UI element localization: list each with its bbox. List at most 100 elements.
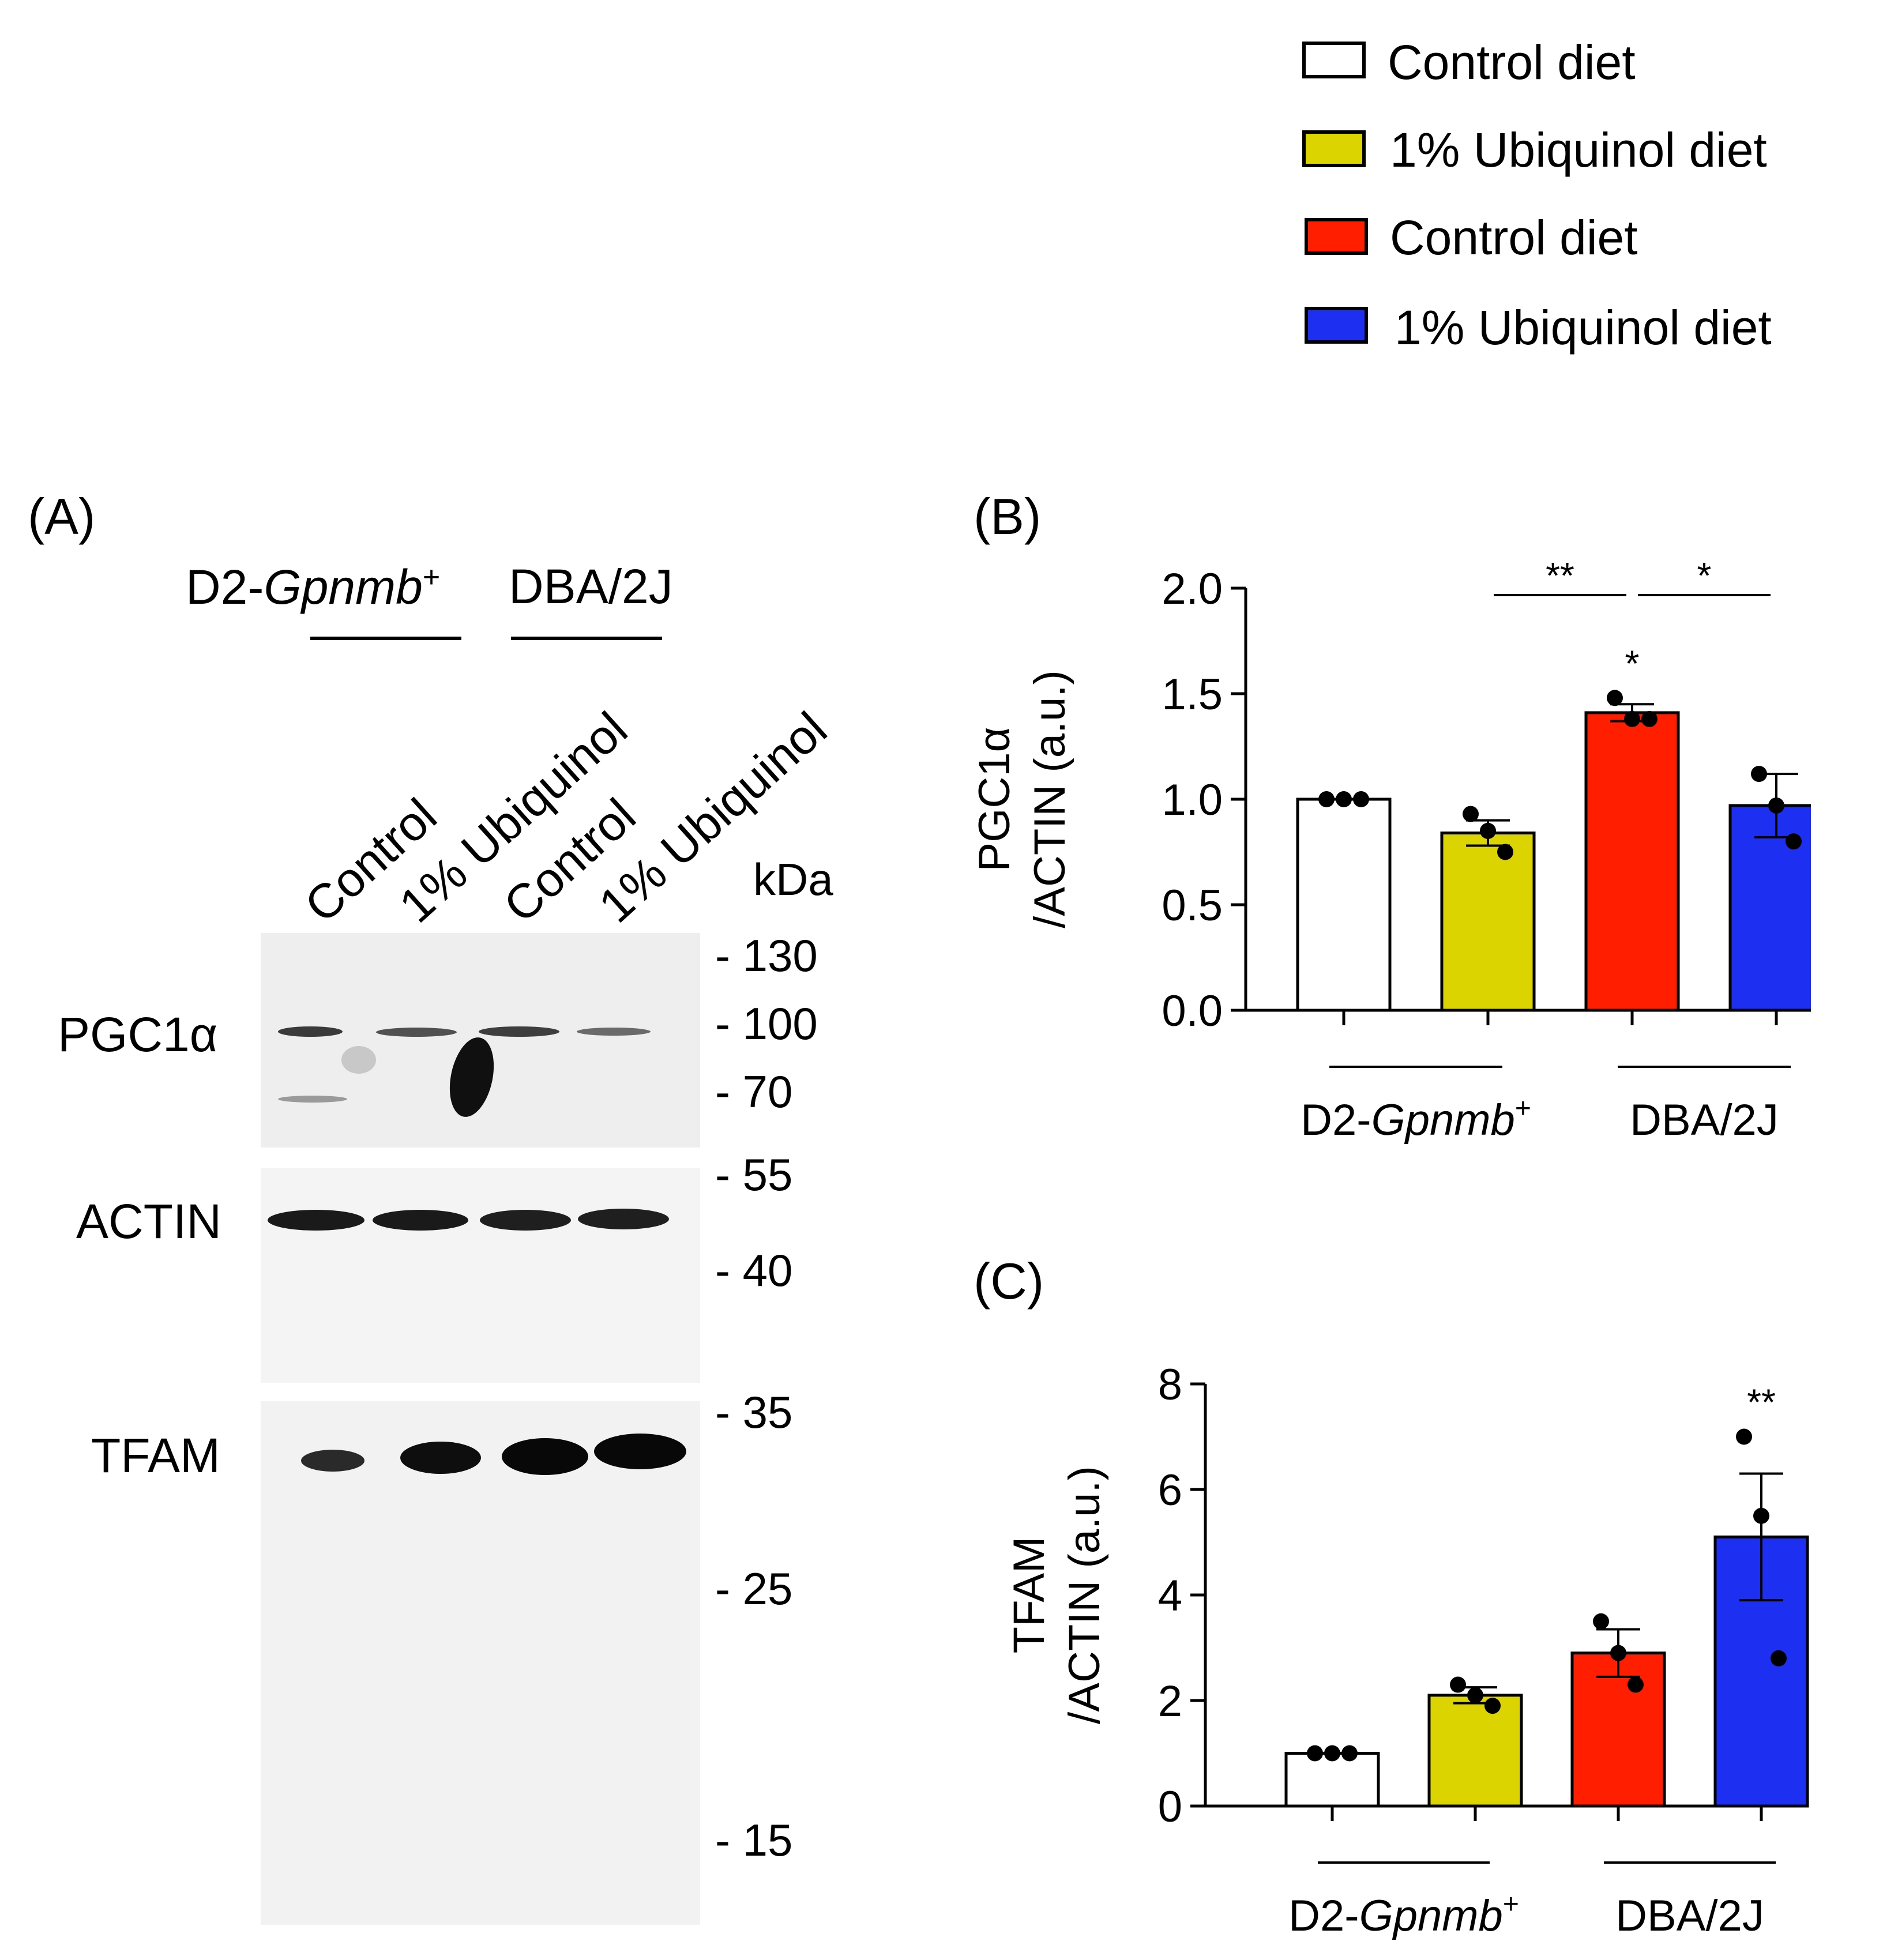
legend-swatch-control-red	[1305, 218, 1368, 255]
y-axis-label: TFAM	[1005, 1537, 1054, 1654]
blot-band	[577, 1028, 651, 1036]
blot-band	[480, 1210, 571, 1231]
data-point	[1341, 1745, 1358, 1762]
blot-band	[594, 1434, 686, 1469]
chart-b: 0.0 0.5 1.0 1.5 2.0 PGC1α/ACTIN (a.u.) D2-Gpnm…	[970, 555, 1811, 1145]
y-tick-label: 0.5	[1162, 881, 1223, 930]
data-point	[1593, 1613, 1609, 1630]
data-point	[1610, 1645, 1626, 1661]
blot-band	[278, 1026, 343, 1037]
blot-band	[301, 1450, 364, 1472]
blot-pgc1a	[261, 933, 700, 1148]
y-tick-label: 4	[1158, 1571, 1182, 1620]
bar	[1440, 832, 1536, 1012]
data-point	[1771, 1650, 1787, 1666]
significance-label: *	[1625, 642, 1640, 684]
blot-tfam	[261, 1401, 700, 1925]
mw-marker: - 70	[715, 1066, 793, 1117]
significance-label: **	[1546, 555, 1574, 596]
data-point	[1480, 822, 1496, 839]
significance-label: **	[1747, 1382, 1776, 1423]
bar	[1296, 797, 1392, 1012]
y-axis-label: /ACTIN (a.u.)	[1060, 1466, 1109, 1724]
y-tick-label: 0.0	[1162, 987, 1223, 1036]
data-point	[1353, 791, 1369, 807]
legend-label: Control diet	[1388, 35, 1636, 89]
blot-band	[278, 1096, 347, 1103]
data-point	[1786, 833, 1802, 850]
strain-prefix: D2-	[186, 560, 264, 614]
data-point	[1463, 806, 1479, 822]
y-tick-label: 0	[1158, 1782, 1182, 1831]
data-point	[1467, 1687, 1483, 1703]
bar	[1584, 711, 1680, 1012]
blot-band	[373, 1210, 468, 1231]
strain-label-d2: D2-Gpnmb+	[186, 562, 440, 611]
blot-band	[376, 1028, 457, 1037]
row-label-actin: ACTIN	[76, 1194, 221, 1248]
data-point	[1324, 1745, 1340, 1762]
panel-b-label: (B)	[974, 488, 1042, 545]
kda-label: kDa	[753, 854, 833, 905]
y-axis-label: PGC1α	[970, 727, 1019, 872]
blot-band	[502, 1438, 588, 1475]
row-label-tfam: TFAM	[91, 1428, 220, 1483]
bar	[1427, 1694, 1523, 1808]
group-label: D2-Gpnmb+	[1301, 1093, 1531, 1145]
y-tick-label: 6	[1158, 1466, 1182, 1515]
panel-c-label: (C)	[974, 1252, 1044, 1310]
strain-sup: +	[422, 560, 441, 594]
legend-swatch-ubiquinol-blue	[1305, 307, 1368, 344]
data-point	[1336, 791, 1352, 807]
chart-c: 0 2 4 6 8 TFAM/ACTIN (a.u.) D2-Gpnmb+ DBA/2J **	[1005, 1360, 1809, 1940]
mw-marker: - 130	[715, 930, 818, 981]
legend-label: 1% Ubiquinol diet	[1395, 300, 1772, 355]
group-label: DBA/2J	[1615, 1891, 1764, 1940]
data-point	[1641, 710, 1658, 727]
mw-marker: - 25	[715, 1563, 793, 1614]
data-point	[1307, 1745, 1323, 1762]
data-point	[1624, 710, 1640, 727]
blot-band	[479, 1026, 559, 1037]
significance-label: *	[1697, 555, 1712, 596]
group-label: DBA/2J	[1630, 1096, 1779, 1145]
data-point	[1736, 1428, 1752, 1445]
y-tick-label: 2	[1158, 1677, 1182, 1726]
blot-band	[400, 1442, 481, 1474]
legend-swatch-control-white	[1302, 42, 1366, 78]
mw-marker: - 100	[715, 998, 818, 1049]
legend-swatch-ubiquinol-yellow	[1302, 130, 1366, 167]
blot-smear	[443, 1033, 501, 1121]
legend-label: 1% Ubiquinol diet	[1390, 123, 1767, 177]
y-tick-label: 1.0	[1162, 776, 1223, 825]
mw-marker: - 35	[715, 1387, 793, 1438]
data-point	[1768, 797, 1784, 814]
blot-band	[268, 1210, 364, 1231]
data-point	[1628, 1676, 1644, 1693]
data-point	[1484, 1698, 1501, 1714]
panel-a-label: (A)	[28, 488, 96, 545]
y-axis-label: /ACTIN (a.u.)	[1025, 670, 1074, 928]
mw-marker: - 55	[715, 1149, 793, 1200]
group-label: D2-Gpnmb+	[1288, 1889, 1519, 1940]
strain-label-dba: DBA/2J	[509, 559, 673, 614]
mw-marker: - 40	[715, 1245, 793, 1296]
blot-actin	[261, 1168, 700, 1383]
blot-band	[578, 1209, 669, 1229]
strain-underline-d2	[310, 637, 461, 640]
row-label-pgc1a: PGC1α	[58, 1007, 218, 1062]
data-point	[1450, 1676, 1466, 1693]
blot-smear	[341, 1046, 376, 1074]
y-tick-label: 8	[1158, 1360, 1182, 1409]
data-point	[1607, 690, 1623, 706]
strain-underline-dba	[511, 637, 662, 640]
y-tick-label: 1.5	[1162, 670, 1223, 719]
legend-label: Control diet	[1390, 210, 1638, 265]
y-tick-label: 2.0	[1162, 565, 1223, 614]
mw-marker: - 15	[715, 1815, 793, 1865]
strain-gene: Gpnmb	[264, 560, 423, 614]
data-point	[1751, 766, 1767, 783]
data-point	[1497, 844, 1513, 860]
data-point	[1318, 791, 1335, 807]
data-point	[1753, 1507, 1769, 1524]
